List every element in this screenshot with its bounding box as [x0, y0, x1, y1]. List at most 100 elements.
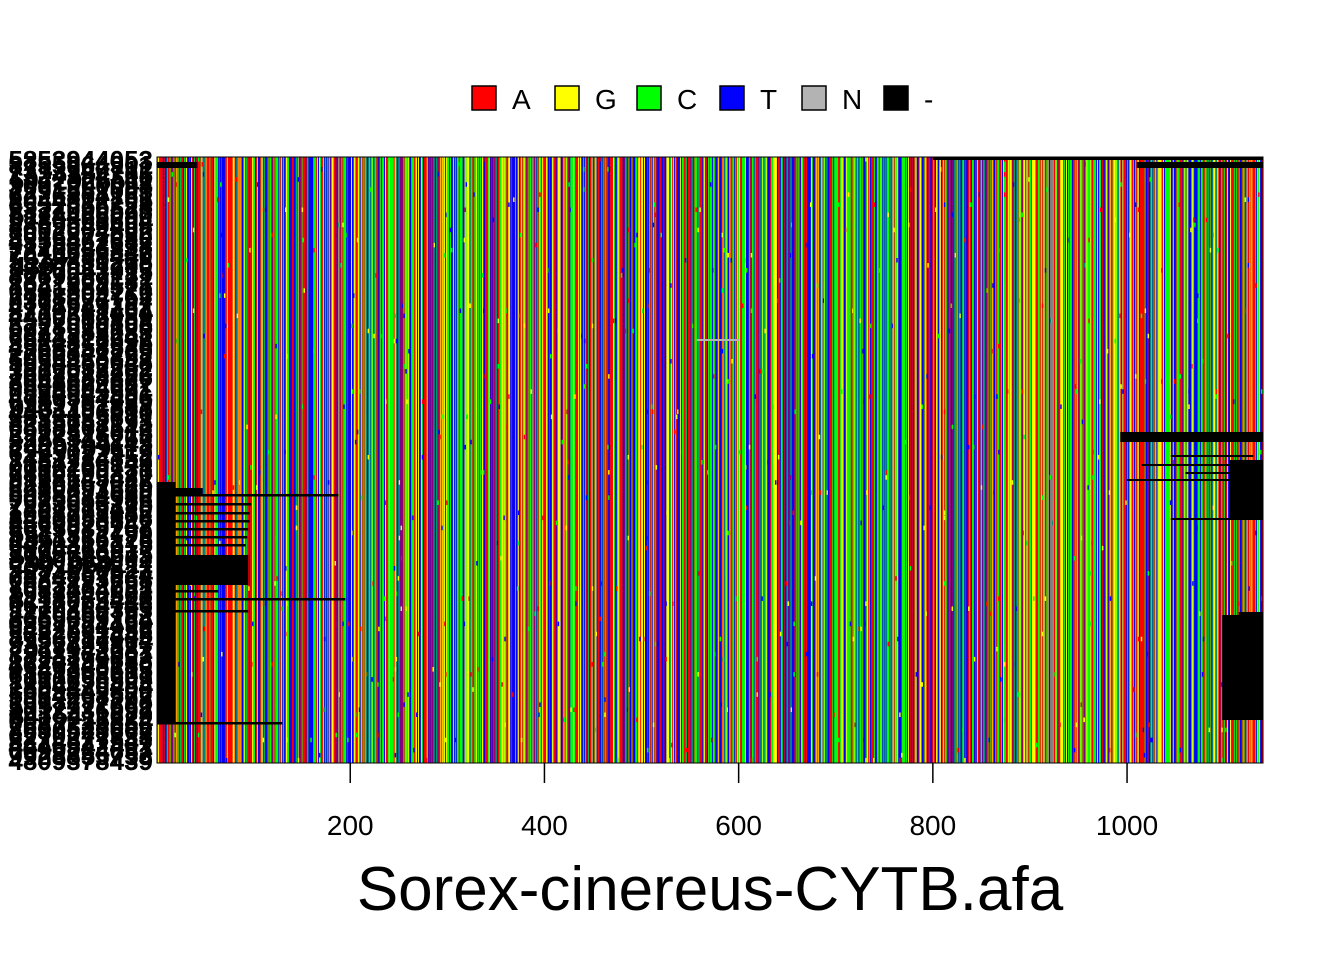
alignment-column: [881, 157, 883, 763]
alignment-column: [519, 157, 522, 763]
alignment-column: [832, 157, 834, 763]
alignment-column: [628, 157, 630, 763]
alignment-column: [246, 157, 248, 763]
variant-mark: [354, 712, 357, 718]
variant-mark: [356, 429, 359, 435]
gap-block: [157, 555, 249, 585]
variant-mark: [712, 374, 715, 379]
alignment-column: [400, 157, 402, 763]
variant-mark: [659, 424, 662, 430]
variant-mark: [980, 485, 983, 490]
alignment-column: [1126, 157, 1128, 763]
variant-mark: [195, 515, 198, 521]
variant-mark: [482, 308, 485, 314]
alignment-column: [1009, 157, 1013, 763]
alignment-column: [379, 157, 381, 763]
variant-mark: [585, 364, 588, 369]
alignment-column: [323, 157, 326, 763]
variant-mark: [489, 399, 492, 404]
alignment-column: [1191, 157, 1193, 763]
alignment-column: [193, 157, 196, 763]
variant-mark: [1075, 389, 1078, 394]
alignment-column: [885, 157, 887, 763]
alignment-column: [557, 157, 561, 763]
variant-mark: [403, 702, 405, 707]
alignment-column: [441, 157, 443, 763]
variant-mark: [930, 212, 932, 218]
variant-mark: [710, 737, 713, 743]
sequence-label: 4629348180: [8, 650, 153, 680]
variant-mark: [464, 444, 467, 450]
variant-mark: [465, 182, 467, 187]
alignment-column: [574, 157, 576, 763]
alignment-column: [470, 157, 473, 763]
variant-mark: [851, 308, 854, 314]
alignment-column: [1226, 157, 1228, 763]
variant-mark: [517, 510, 520, 516]
alignment-column: [166, 157, 168, 763]
alignment-column: [1130, 157, 1132, 763]
alignment-column: [180, 157, 182, 763]
alignment-column: [932, 157, 934, 763]
alignment-column: [766, 157, 768, 763]
sequence-label: 1324184305: [8, 160, 153, 190]
variant-mark: [432, 667, 434, 672]
variant-mark: [1144, 308, 1147, 314]
variant-mark: [1000, 677, 1002, 682]
variant-mark: [214, 480, 216, 485]
alignment-column: [993, 157, 996, 763]
alignment-column: [171, 157, 173, 763]
alignment-column: [902, 157, 906, 763]
variant-mark: [563, 717, 565, 723]
variant-mark: [998, 596, 1000, 601]
variant-mark: [1178, 202, 1181, 207]
alignment-column: [456, 157, 460, 763]
variant-mark: [779, 631, 782, 637]
sequence-label: 3044312705: [8, 186, 153, 216]
variant-mark: [1120, 384, 1122, 389]
legend-label: G: [595, 84, 617, 115]
alignment-column: [532, 157, 534, 763]
variant-mark: [940, 454, 943, 460]
sequence-label: 2380457792: [8, 600, 153, 630]
alignment-column: [962, 157, 965, 763]
alignment-column: [573, 157, 575, 763]
variant-mark: [897, 636, 899, 642]
gap-block: [157, 503, 252, 506]
alignment-column: [360, 157, 363, 763]
alignment-column: [393, 157, 395, 763]
variant-mark: [1018, 298, 1020, 303]
variant-mark: [1149, 177, 1151, 182]
alignment-column: [694, 157, 698, 763]
alignment-column: [482, 157, 484, 763]
alignment-column: [1012, 157, 1014, 763]
alignment-column: [281, 157, 283, 763]
variant-mark: [925, 611, 927, 617]
alignment-column: [1186, 157, 1188, 763]
variant-mark: [446, 500, 448, 505]
variant-mark: [378, 626, 380, 632]
sequence-label: 9452591956: [8, 615, 153, 645]
alignment-column: [546, 157, 548, 763]
alignment-column: [591, 157, 593, 763]
variant-mark: [691, 323, 694, 329]
alignment-column: [764, 157, 767, 763]
sequence-label: 2597009808: [8, 307, 153, 337]
variant-mark: [805, 242, 807, 248]
alignment-column: [970, 157, 972, 763]
alignment-column: [540, 157, 542, 763]
variant-mark: [445, 737, 447, 743]
alignment-column: [324, 157, 327, 763]
sequence-label: 8719281404: [8, 297, 153, 327]
alignment-column: [1102, 157, 1106, 763]
variant-mark: [395, 338, 398, 344]
alignment-column: [1040, 157, 1043, 763]
variant-mark: [899, 712, 901, 718]
variant-mark: [575, 601, 577, 606]
variant-mark: [275, 343, 277, 349]
variant-mark: [641, 444, 643, 450]
variant-mark: [482, 470, 485, 475]
variant-mark: [865, 157, 867, 162]
variant-mark: [762, 369, 764, 374]
alignment-column: [798, 157, 800, 763]
